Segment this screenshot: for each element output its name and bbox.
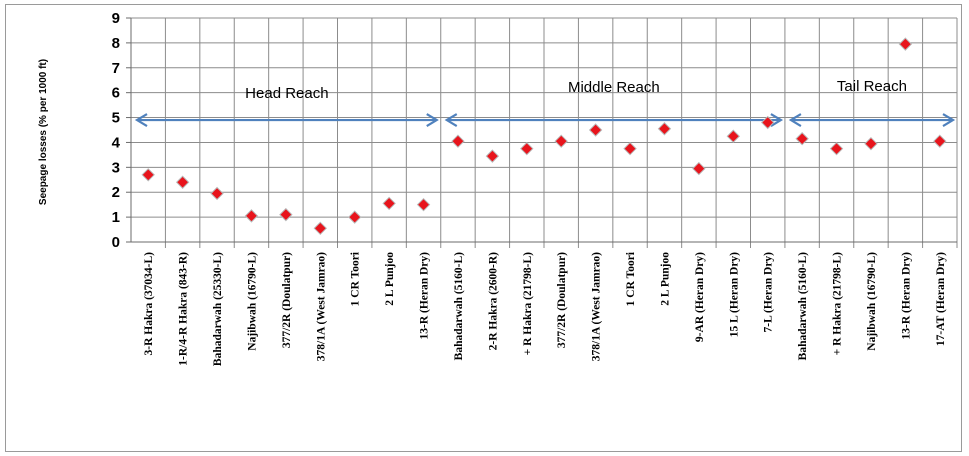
y-tick-label: 8 <box>112 35 120 52</box>
data-point <box>348 210 362 224</box>
data-point <box>382 196 396 211</box>
reach-label: Middle Reach <box>568 79 660 96</box>
data-point <box>485 149 500 163</box>
reach-arrow-head-left <box>134 113 148 127</box>
x-category-label: Najibwah (16790-L) <box>246 252 258 351</box>
x-category-label: 13-R (Heran Dry) <box>419 252 431 340</box>
data-point <box>795 132 809 146</box>
data-point <box>279 207 293 222</box>
data-point <box>554 134 568 148</box>
data-points <box>141 37 947 236</box>
data-point <box>657 122 672 136</box>
data-point <box>623 141 637 156</box>
x-category-label: Bahadarwah (25330-L) <box>212 252 224 366</box>
reach-arrow-head-left <box>444 113 458 127</box>
x-category-label: 378/1A (West Jamrao) <box>315 252 327 361</box>
x-category-label: 15 L (Heran Dry) <box>728 252 740 337</box>
x-category-label: 1 CR Toori <box>625 251 637 306</box>
x-category-label: 2 L Punjoo <box>659 252 671 306</box>
x-category-label: 377/2R (Doulatpur) <box>556 252 568 348</box>
y-axis-label: Seepage losses (% per 1000 ft) <box>38 59 49 205</box>
data-point <box>210 186 224 201</box>
x-category-label: 2 L Punjoo <box>384 252 396 306</box>
data-point <box>416 197 431 212</box>
data-point <box>692 161 706 176</box>
x-category-label: + R Hakra (21798-L) <box>832 252 844 356</box>
reach-arrow-head-right <box>770 113 784 127</box>
x-category-label: 378/1A (West Jamrao) <box>591 252 603 361</box>
x-category-label: + R Hakra (21798-L) <box>522 252 534 356</box>
x-category-label: 9-AR (Heran Dry) <box>694 252 706 342</box>
reach-arrow-head-right <box>942 113 956 127</box>
x-category-label: 17-AT (Heran Dry) <box>935 252 947 346</box>
y-tick-label: 6 <box>112 85 120 102</box>
y-tick-label: 1 <box>112 209 120 226</box>
x-category-label: 3-R Hakra (37034-L) <box>143 252 155 356</box>
x-category-label: 7-L (Heran Dry) <box>763 252 775 333</box>
y-tick-label: 5 <box>112 110 120 127</box>
reach-label: Head Reach <box>245 85 328 102</box>
x-category-label: 1 CR Toori <box>350 251 362 306</box>
reach-arrow-head-left <box>788 113 802 127</box>
y-tick-label: 2 <box>112 184 120 201</box>
reach-label: Tail Reach <box>837 78 907 95</box>
data-point <box>829 141 844 156</box>
x-category-label: Najibwah (16790-L) <box>866 252 878 351</box>
data-point <box>588 123 603 137</box>
x-category-label: 2-R Hakra (2600-R) <box>487 252 499 351</box>
data-point <box>898 37 913 51</box>
data-point <box>864 136 878 151</box>
x-category-labels: 3-R Hakra (37034-L) 1-R/4-R Hakra (843-R)… <box>143 251 947 366</box>
x-category-label: Bahadarwah (5160-L) <box>453 252 465 360</box>
reach-arrow-head-right <box>426 113 439 127</box>
data-point <box>313 221 327 236</box>
data-point <box>244 209 259 223</box>
y-tick-label: 0 <box>112 234 120 251</box>
y-tick-label: 3 <box>112 159 120 176</box>
y-tick-labels: 0 1 2 3 4 5 6 7 8 9 <box>112 10 121 251</box>
data-point <box>451 134 465 148</box>
x-category-label: 1-R/4-R Hakra (843-R) <box>178 252 190 366</box>
data-point <box>933 134 947 148</box>
data-point <box>520 141 534 156</box>
data-point <box>175 175 190 189</box>
chart-frame <box>5 4 962 452</box>
x-category-label: 377/2R (Doulatpur) <box>281 252 293 348</box>
axes <box>126 17 957 243</box>
x-category-label: 13-R (Heran Dry) <box>900 252 912 340</box>
y-tick-label: 9 <box>112 10 120 27</box>
data-point <box>141 168 155 182</box>
data-point <box>761 115 775 130</box>
y-tick-label: 4 <box>112 134 121 151</box>
reach-arrows: Head Reach Middle Reach Tail Reach <box>134 78 956 127</box>
data-point <box>726 129 740 143</box>
y-tick-label: 7 <box>112 60 120 77</box>
x-category-label: Bahadarwah (5160-L) <box>797 252 809 360</box>
